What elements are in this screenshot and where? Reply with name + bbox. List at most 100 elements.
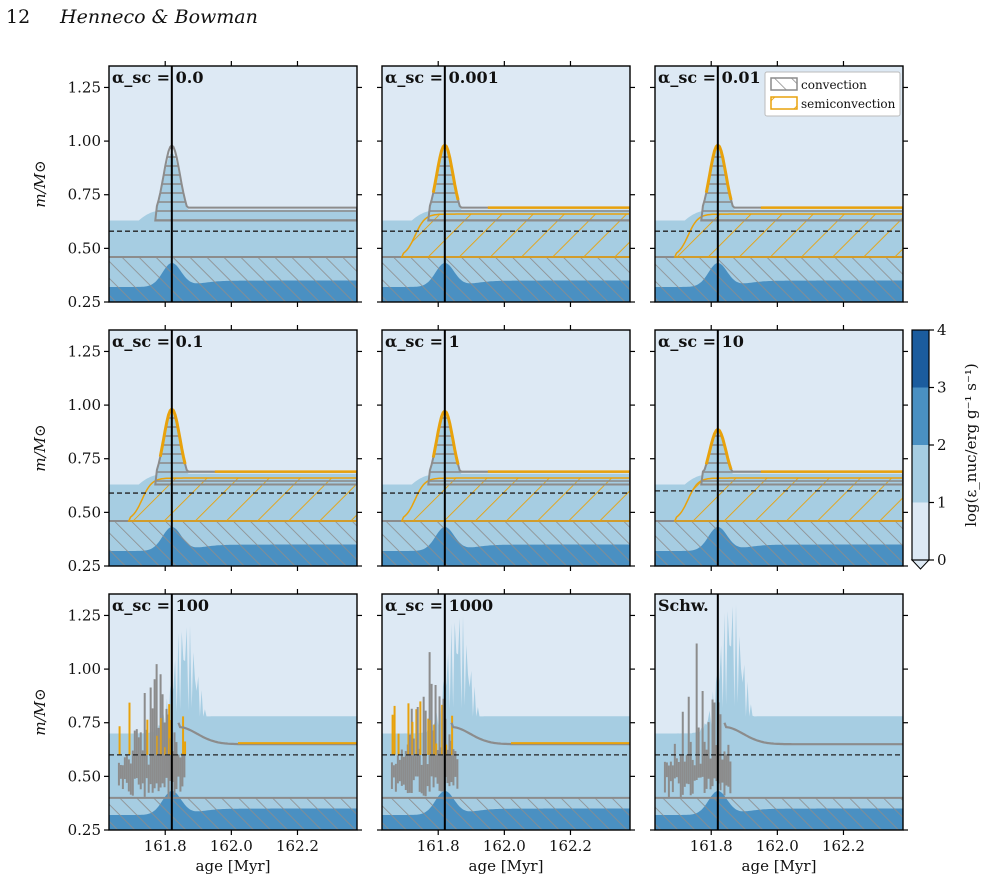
colorbar-segment xyxy=(912,502,929,560)
y-tick-label: 1.00 xyxy=(68,660,101,678)
colorbar-tick-label: 3 xyxy=(937,379,947,397)
legend: convection semiconvection xyxy=(764,71,901,117)
x-tick-label: 162.2 xyxy=(276,837,319,855)
x-tick-label: 162.0 xyxy=(483,837,526,855)
y-tick-label: 1.25 xyxy=(68,78,101,96)
y-tick-label: 0.25 xyxy=(68,293,101,311)
x-tick-label: 162.0 xyxy=(756,837,799,855)
legend-convection-label: convection xyxy=(801,78,867,92)
legend-box xyxy=(764,71,901,117)
panel-label: α_sc = 1000 xyxy=(385,596,493,615)
y-tick-label: 0.75 xyxy=(68,714,101,732)
panel-2: α_sc = 0.001 xyxy=(377,61,635,307)
y-axis-label: m/M⊙ xyxy=(31,160,49,207)
legend-semiconvection-swatch xyxy=(770,96,798,110)
convective-boundary-line xyxy=(723,722,903,746)
panels-layer: α_sc = 0.00.250.500.751.001.25m/M⊙α_sc =… xyxy=(31,61,908,875)
convective-boundary-line xyxy=(450,722,630,746)
y-tick-label: 1.00 xyxy=(68,396,101,414)
colorbar-tick-label: 4 xyxy=(937,321,947,339)
panel-1: α_sc = 0.0 0.25 0.50 0.75 1.00 1.25 m/M⊙ xyxy=(31,61,362,311)
y-tick-label: 0.50 xyxy=(68,503,101,521)
panel-label: α_sc = 0.0 xyxy=(112,68,203,87)
panel-label: α_sc = 0.001 xyxy=(385,68,499,87)
x-tick-label: 162.0 xyxy=(210,837,253,855)
panel-label: α_sc = 0.1 xyxy=(112,332,203,351)
y-tick-label: 0.50 xyxy=(68,239,101,257)
convective-shell xyxy=(154,144,357,222)
colorbar-segment xyxy=(912,445,929,503)
colorbar-tick-label: 1 xyxy=(937,494,947,512)
panel-plot-area xyxy=(109,330,357,566)
convective-core xyxy=(655,256,903,302)
x-axis-label: age [Myr] xyxy=(196,857,271,875)
y-tick-label: 0.50 xyxy=(68,767,101,785)
legend-convection-swatch xyxy=(770,77,798,91)
panel-plot-area xyxy=(382,594,630,830)
panel-frame xyxy=(654,329,904,567)
y-tick-label: 0.75 xyxy=(68,186,101,204)
colorbar: 0 1 2 3 4 log(ε_nuc/erg g⁻¹ s⁻¹) xyxy=(910,321,980,570)
legend-semiconvection-label: semiconvection xyxy=(801,97,896,111)
x-tick-label: 161.8 xyxy=(417,837,460,855)
panel-frame xyxy=(381,593,631,831)
panel-label: α_sc = 0.01 xyxy=(658,68,761,87)
panel-label: α_sc = 1 xyxy=(385,332,460,351)
y-tick-label: 1.00 xyxy=(68,132,101,150)
convective-core xyxy=(382,520,630,566)
y-tick-label: 1.25 xyxy=(68,606,101,624)
panel-plot-area xyxy=(382,66,630,302)
panel-plot-area xyxy=(382,330,630,566)
y-tick-label: 0.25 xyxy=(68,557,101,575)
convective-core xyxy=(655,520,903,566)
convective-core xyxy=(109,256,357,302)
x-tick-label: 161.8 xyxy=(144,837,187,855)
panel-plot-area xyxy=(109,66,357,302)
colorbar-tick-label: 0 xyxy=(937,551,947,569)
panel-9: Schw. 161.8 162.0 162.2 age [Myr] xyxy=(650,589,908,875)
x-axis-label: age [Myr] xyxy=(469,857,544,875)
colorbar-label: log(ε_nuc/erg g⁻¹ s⁻¹) xyxy=(962,363,980,527)
colorbar-extend-arrow xyxy=(910,559,931,570)
convective-core xyxy=(109,520,357,566)
x-tick-label: 162.2 xyxy=(549,837,592,855)
x-tick-label: 162.2 xyxy=(822,837,865,855)
panel-4: α_sc = 0.1 0.25 0.50 0.75 1.00 1.25 m/M⊙ xyxy=(31,325,362,575)
panel-frame xyxy=(108,65,358,303)
convective-core xyxy=(382,256,630,302)
panel-5: α_sc = 1 xyxy=(377,325,635,571)
panel-7: α_sc = 100 0.25 0.50 0.75 1.00 1.25 161.8 162.0… xyxy=(31,589,362,875)
colorbar-segment xyxy=(912,387,929,445)
x-tick-label: 161.8 xyxy=(690,837,733,855)
colorbar-tick-label: 2 xyxy=(937,436,947,454)
x-axis-label: age [Myr] xyxy=(742,857,817,875)
y-tick-label: 0.75 xyxy=(68,450,101,468)
panel-frame xyxy=(108,329,358,567)
page-header: 12 Henneco & Bowman xyxy=(0,0,992,40)
running-head: Henneco & Bowman xyxy=(60,6,258,28)
colorbar-segment xyxy=(912,330,929,388)
panel-frame xyxy=(108,593,358,831)
page-number: 12 xyxy=(6,6,31,28)
y-axis-label: m/M⊙ xyxy=(31,688,49,735)
panel-plot-area xyxy=(655,330,903,566)
panel-plot-area xyxy=(109,594,357,830)
panel-label: α_sc = 100 xyxy=(112,596,209,615)
panel-label: Schw. xyxy=(658,596,709,615)
y-tick-label: 0.25 xyxy=(68,821,101,839)
convective-core xyxy=(382,797,630,830)
panel-6: α_sc = 10 xyxy=(650,325,908,571)
convective-core xyxy=(109,797,357,830)
panel-frame xyxy=(654,593,904,831)
panel-frame xyxy=(381,329,631,567)
panel-frame xyxy=(654,65,904,303)
y-tick-label: 1.25 xyxy=(68,342,101,360)
convective-core xyxy=(655,797,903,830)
convective-boundary-line xyxy=(177,722,357,746)
panel-8: α_sc = 1000 161.8 162.0 162.2 age [Myr] xyxy=(377,589,635,875)
panel-plot-area xyxy=(655,594,903,830)
panel-label: α_sc = 10 xyxy=(658,332,744,351)
y-axis-label: m/M⊙ xyxy=(31,424,49,471)
panel-3: α_sc = 0.01 convection semiconvection xyxy=(650,61,908,307)
